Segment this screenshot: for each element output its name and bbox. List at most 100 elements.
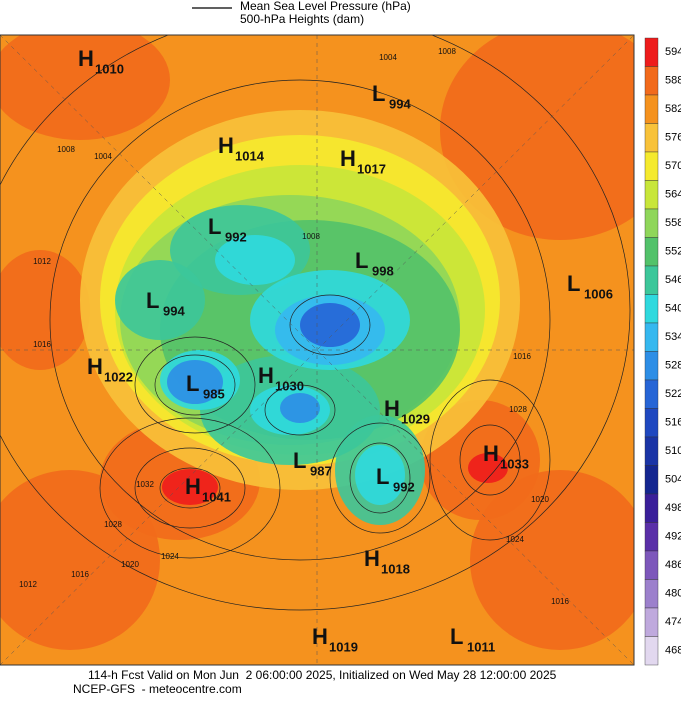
colorbar-label: 570 [665, 160, 681, 172]
contour-label: 1032 [136, 480, 154, 489]
height-blob [300, 303, 360, 347]
pressure-center-value: 1010 [95, 61, 124, 76]
pressure-center-value: 1006 [584, 286, 613, 301]
contour-label: 1012 [19, 580, 37, 589]
map-frame [0, 34, 635, 666]
colorbar-cell [644, 151, 659, 181]
pressure-center-letter: L [450, 624, 463, 649]
pressure-center-value: 1029 [401, 411, 430, 426]
contour-label: 1008 [438, 47, 456, 56]
contour-label: 1008 [57, 145, 75, 154]
pressure-center-value: 994 [389, 96, 411, 111]
colorbar-cell [644, 379, 659, 409]
colorbar-cell [644, 66, 659, 96]
isobar [159, 467, 221, 509]
colorbar-cell [644, 294, 659, 324]
contour-label: 1020 [121, 560, 139, 569]
colorbar-label: 582 [665, 103, 681, 115]
footer-line: NCEP-GFS - meteocentre.com [73, 682, 242, 696]
colorbar-label: 552 [665, 246, 681, 258]
colorbar-label: 588 [665, 75, 681, 87]
pressure-center-value: 985 [203, 386, 225, 401]
colorbar-label: 558 [665, 217, 681, 229]
colorbar-cell [644, 493, 659, 523]
isobar [134, 336, 256, 434]
colorbar-cell [644, 607, 659, 637]
pressure-center-letter: L [376, 464, 389, 489]
pressure-center-value: 1022 [104, 369, 133, 384]
colorbar-cell [644, 265, 659, 295]
footer-line: 114-h Fcst Valid on Mon Jun 2 06:00:00 2… [88, 668, 557, 682]
pressure-center-letter: L [146, 288, 159, 313]
height-blob [468, 453, 508, 483]
contour-label: 1016 [33, 340, 51, 349]
colorbar-cell [644, 636, 659, 666]
isobar [349, 442, 411, 514]
pressure-center-value: 1019 [329, 639, 358, 654]
isobar [429, 379, 551, 541]
isobar [329, 422, 431, 534]
contour-label: 1016 [71, 570, 89, 579]
pressure-center-letter: H [483, 441, 499, 466]
colorbar-label: 498 [665, 502, 681, 514]
colorbar-label: 546 [665, 274, 681, 286]
pressure-center-letter: H [218, 133, 234, 158]
colorbar-label: 504 [665, 474, 681, 486]
height-blob [440, 35, 634, 240]
colorbar-cell [644, 123, 659, 153]
colorbar-label: 510 [665, 445, 681, 457]
legend-fill-label: 500-hPa Heights (dam) [240, 12, 364, 26]
contour-label: 1024 [161, 552, 179, 561]
pressure-center-letter: H [258, 363, 274, 388]
colorbar-label: 528 [665, 360, 681, 372]
pressure-center-value: 992 [393, 479, 415, 494]
pressure-center-value: 987 [310, 463, 332, 478]
colorbar-cell [644, 37, 659, 67]
pressure-center-letter: L [355, 248, 368, 273]
colorbar-label: 594 [665, 46, 681, 58]
pressure-center-letter: L [186, 371, 199, 396]
pressure-center-value: 1011 [467, 639, 495, 654]
pressure-center-letter: L [372, 81, 385, 106]
colorbar-label: 516 [665, 417, 681, 429]
pressure-center-value: 1018 [381, 561, 410, 576]
pressure-center-value: 1041 [202, 489, 231, 504]
colorbar-label: 468 [665, 645, 681, 657]
contour-label: 1016 [513, 352, 531, 361]
colorbar-label: 540 [665, 303, 681, 315]
contour-label: 1008 [302, 232, 320, 241]
pressure-center-value: 994 [163, 303, 185, 318]
colorbar-label: 564 [665, 189, 681, 201]
pressure-center-value: 1014 [235, 148, 265, 163]
pressure-center-letter: H [185, 474, 201, 499]
height-blob [280, 393, 320, 423]
contour-label: 1024 [506, 535, 524, 544]
pressure-center-value: 1030 [275, 378, 304, 393]
colorbar-label: 576 [665, 132, 681, 144]
height-blob [115, 260, 205, 340]
colorbar-label: 522 [665, 388, 681, 400]
contour-label: 1012 [33, 257, 51, 266]
contour-label: 1016 [551, 597, 569, 606]
colorbar-label: 492 [665, 531, 681, 543]
colorbar-label: 486 [665, 559, 681, 571]
pressure-center-letter: H [87, 354, 103, 379]
isobar [459, 424, 521, 496]
colorbar-cell [644, 208, 659, 238]
contour-label: 1004 [379, 53, 397, 62]
colorbar-cell [644, 180, 659, 210]
colorbar-cell [644, 550, 659, 580]
pressure-center-letter: L [293, 448, 306, 473]
graticule [0, 35, 634, 665]
colorbar-label: 474 [665, 616, 681, 628]
colorbar-cell [644, 237, 659, 267]
colorbar-cell [644, 522, 659, 552]
map: 1008 1004 1008 1004 1012 1016 1008 1016 1028 1032… [0, 35, 634, 665]
pressure-center-letter: H [384, 396, 400, 421]
pressure-center-letter: H [312, 624, 328, 649]
colorbar-label: 534 [665, 331, 681, 343]
legend-line-label: Mean Sea Level Pressure (hPa) [240, 0, 411, 13]
colorbar-cell [644, 465, 659, 495]
isobar [99, 417, 281, 559]
